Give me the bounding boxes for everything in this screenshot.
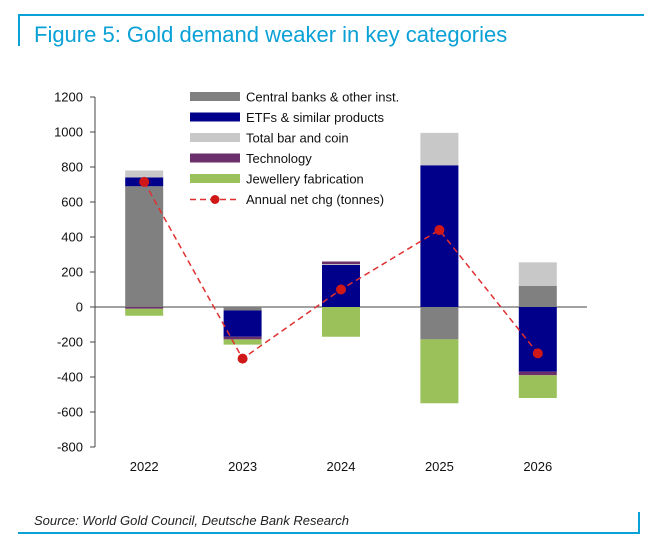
legend-swatch [190, 153, 240, 163]
x-tick-labels: 2022 2023 2024 2025 2026 [130, 459, 553, 474]
y-tick-label: -400 [57, 370, 83, 385]
y-tick-label: -800 [57, 440, 83, 455]
y-tick-label: 200 [61, 265, 83, 280]
legend-label: Annual net chg (tonnes) [246, 192, 384, 207]
bar-segment [125, 170, 164, 178]
legend-label: Total bar and coin [246, 131, 349, 146]
bar-segment [322, 261, 360, 265]
x-tick-label: 2025 [425, 459, 454, 474]
chart-bars [125, 132, 557, 404]
legend-label: Central banks & other inst. [246, 90, 399, 105]
y-tick-label: 1000 [54, 125, 83, 140]
y-tick-label: -600 [57, 405, 83, 420]
footer-rule [18, 532, 640, 534]
legend-label: Technology [246, 151, 312, 166]
y-tick-label: 600 [61, 195, 83, 210]
bar-segment [125, 307, 164, 309]
bar-segment [322, 264, 360, 265]
legend-swatch [190, 174, 240, 183]
footer-tick [638, 512, 640, 534]
legend-label: ETFs & similar products [246, 110, 384, 125]
net-change-point [434, 225, 445, 235]
y-tick-label: -200 [57, 335, 83, 350]
legend-label: Jewellery fabrication [246, 172, 364, 187]
legend-swatch [190, 112, 240, 122]
bar-segment [223, 307, 262, 311]
x-tick-label: 2026 [523, 459, 552, 474]
legend-swatch [190, 133, 240, 142]
y-tick-label: 0 [76, 300, 83, 315]
net-change-point [237, 353, 248, 364]
bar-segment [420, 339, 459, 404]
net-change-point [139, 176, 150, 187]
net-change-point [336, 284, 346, 295]
net-change-point [532, 348, 543, 359]
bar-segment [420, 307, 459, 340]
bar-segment [223, 339, 262, 345]
bar-segment [125, 186, 164, 307]
chart-legend: Central banks & other inst. ETFs & simila… [190, 90, 399, 207]
y-tick-label: 800 [61, 160, 83, 175]
x-tick-label: 2022 [130, 459, 159, 474]
bar-segment [322, 307, 360, 337]
chart-title: Figure 5: Gold demand weaker in key cate… [34, 22, 508, 47]
legend-line-marker [210, 195, 220, 204]
title-frame [18, 14, 644, 46]
source-note: Source: World Gold Council, Deutsche Ban… [34, 513, 350, 528]
x-tick-label: 2024 [327, 459, 356, 474]
chart-line [139, 176, 543, 364]
bar-segment [518, 307, 557, 372]
bar-segment [125, 308, 164, 316]
bar-segment [223, 310, 262, 337]
bar-segment [518, 375, 557, 398]
bar-segment [518, 371, 557, 376]
y-tick-label: 400 [61, 230, 83, 245]
bar-segment [420, 132, 459, 166]
y-tick-label: 1200 [54, 90, 83, 105]
bar-segment [223, 336, 262, 340]
bar-segment [518, 286, 557, 307]
x-tick-label: 2023 [228, 459, 257, 474]
bar-segment [420, 165, 459, 307]
legend-swatch [190, 92, 240, 101]
bar-segment [518, 262, 557, 286]
